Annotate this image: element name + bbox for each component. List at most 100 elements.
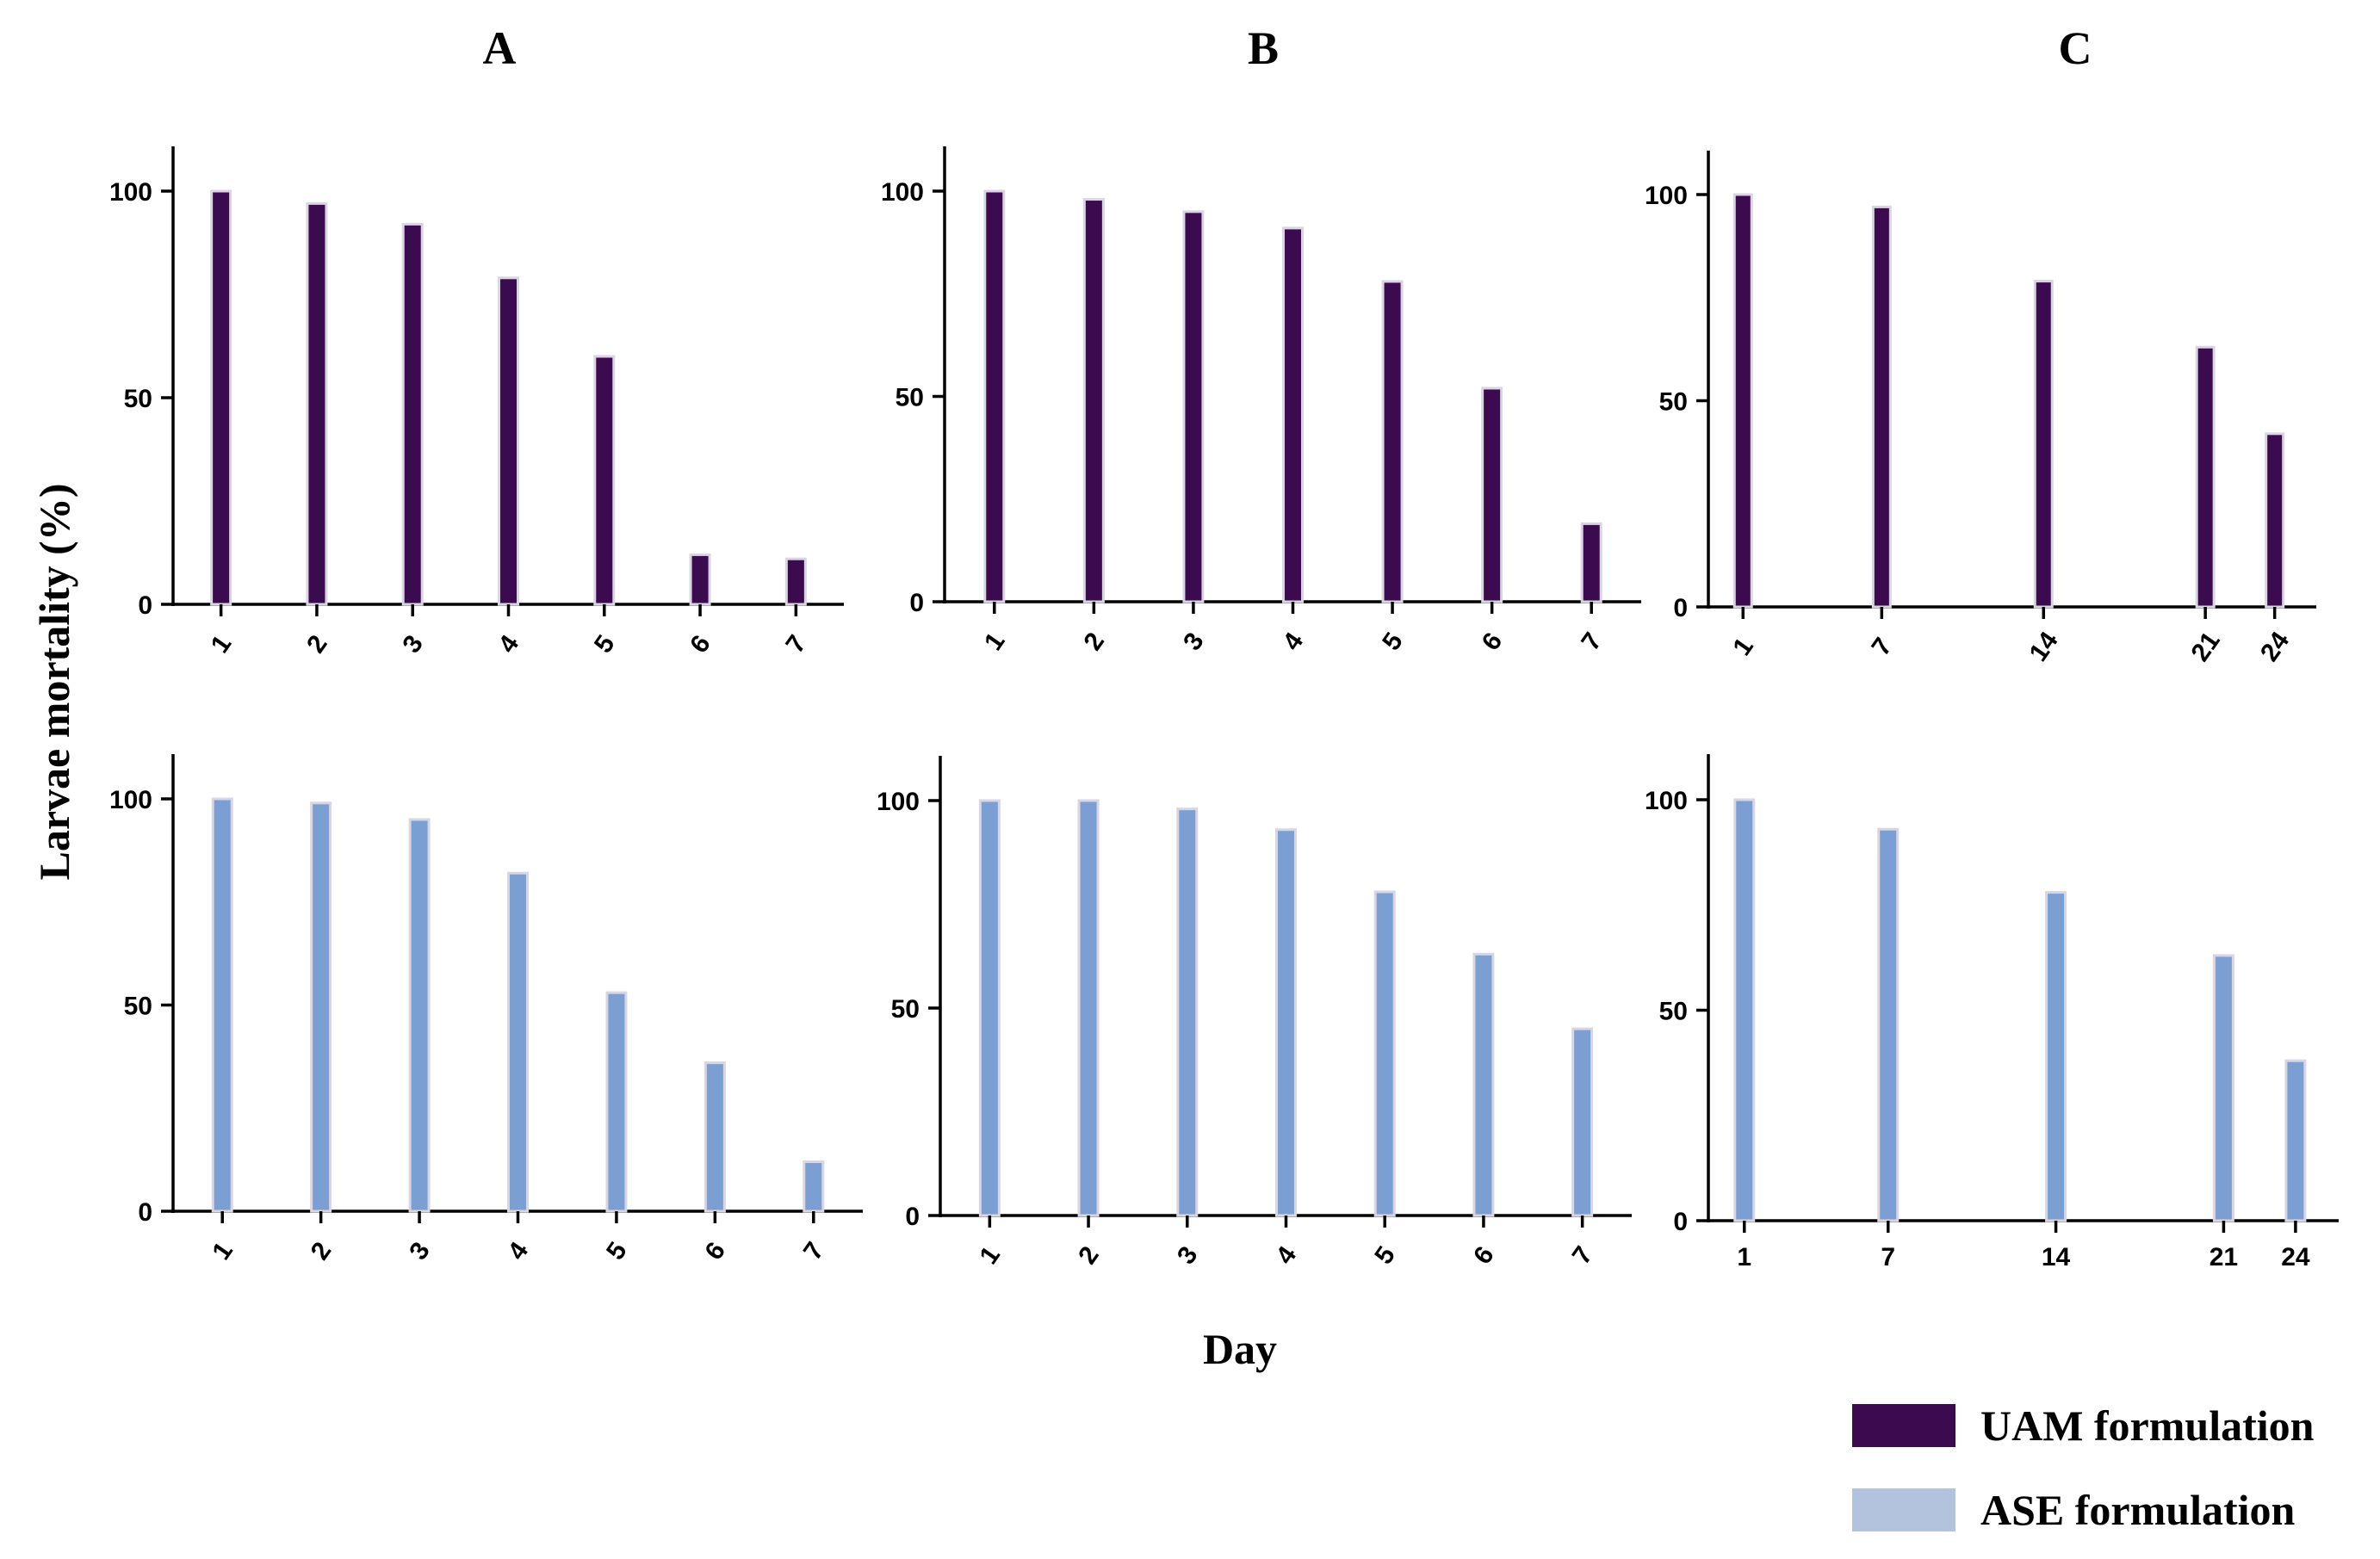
subplot-b-uam: 0 50 100 1 2 3 4 5 6 7: [881, 146, 1641, 656]
x-tick-label-a-ase: 4: [503, 1237, 535, 1265]
y-tick-label-a-uam: 50: [124, 385, 152, 413]
y-tick-label-a-ase: 50: [124, 993, 152, 1021]
x-tick-label-b-uam: 5: [1377, 628, 1409, 656]
bar-b-ase-day-1: [978, 799, 1001, 1217]
bar-c-ase-day-24: [2284, 1059, 2307, 1222]
bar-b-uam-day-6: [1481, 387, 1503, 603]
x-tick-label-c-ase: 7: [1881, 1243, 1895, 1271]
subplot-c-uam: 0 50 100 1 7 14 21 24: [1645, 151, 2316, 666]
bar-b-ase-day-2: [1077, 799, 1100, 1217]
y-tick-label-a-uam: 0: [138, 591, 152, 620]
bar-a-ase-day-7: [803, 1160, 825, 1213]
x-tick-label-b-uam: 3: [1178, 628, 1210, 656]
bar-a-uam-day-6: [689, 553, 711, 606]
bar-a-ase-day-3: [408, 818, 431, 1213]
y-tick-label-c-uam: 100: [1645, 182, 1688, 210]
y-tick-label-c-ase: 0: [1673, 1208, 1688, 1236]
bar-a-ase-day-1: [211, 797, 233, 1213]
y-tick-label-a-ase: 100: [109, 786, 152, 814]
x-tick-label-b-ase: 5: [1369, 1241, 1401, 1270]
y-tick-label-c-ase: 100: [1645, 787, 1688, 815]
x-tick-label-a-uam: 6: [685, 630, 716, 659]
x-tick-label-a-uam: 5: [589, 630, 621, 659]
y-tick-label-a-uam: 100: [109, 178, 152, 207]
bar-a-uam-day-3: [401, 222, 424, 606]
bar-c-ase-day-21: [2212, 954, 2234, 1222]
x-tick-label-b-uam: 7: [1576, 628, 1608, 656]
bar-c-uam-day-7: [1871, 205, 1892, 609]
y-tick-label-b-uam: 50: [896, 384, 924, 412]
y-tick-label-c-uam: 0: [1673, 594, 1688, 622]
x-tick-label-a-uam: 4: [493, 630, 525, 659]
subplot-a-uam: 0 50 100 1 2 3 4 5 6 7: [109, 146, 844, 659]
panel-letter-b: B: [1248, 22, 1279, 74]
x-tick-label-c-uam: 14: [2024, 627, 2064, 667]
bar-a-uam-day-4: [498, 276, 519, 606]
legend-label-ase: ASE formulation: [1980, 1486, 2296, 1534]
bar-b-ase-day-4: [1275, 828, 1297, 1217]
legend: UAM formulation ASE formulation: [1852, 1401, 2315, 1534]
bar-b-ase-day-5: [1373, 890, 1396, 1217]
legend-swatch-ase: [1852, 1488, 1955, 1531]
bar-b-uam-day-4: [1282, 226, 1304, 603]
bar-c-ase-day-7: [1877, 827, 1900, 1222]
y-tick-label-b-ase: 50: [891, 995, 920, 1024]
x-tick-label-c-uam: 7: [1866, 633, 1898, 661]
bar-b-uam-day-3: [1182, 210, 1205, 603]
bar-a-uam-day-7: [784, 557, 807, 606]
subplot-a-ase: 0 50 100 1 2 3 4 5 6 7: [109, 754, 863, 1265]
bar-a-uam-day-1: [210, 189, 232, 606]
bar-c-ase-day-1: [1733, 798, 1756, 1222]
x-tick-label-c-ase: 24: [2281, 1243, 2310, 1271]
x-tick-label-a-ase: 5: [601, 1237, 633, 1265]
x-tick-label-c-ase: 1: [1737, 1243, 1751, 1271]
x-axis-title: Day: [1203, 1325, 1277, 1373]
y-tick-label-b-uam: 100: [881, 178, 924, 207]
y-tick-label-b-ase: 100: [877, 788, 920, 816]
x-tick-label-a-ase: 2: [306, 1237, 338, 1265]
x-tick-label-c-uam: 24: [2255, 627, 2295, 667]
x-tick-label-a-ase: 1: [207, 1237, 239, 1265]
bar-a-uam-day-5: [593, 355, 616, 606]
bar-c-ase-day-14: [2045, 891, 2067, 1222]
x-tick-label-b-uam: 1: [979, 628, 1011, 656]
bar-b-ase-day-3: [1176, 807, 1199, 1217]
x-tick-label-a-ase: 3: [404, 1237, 436, 1265]
y-axis-title: Larvae mortality (%): [30, 484, 78, 881]
y-tick-label-c-ase: 50: [1659, 998, 1688, 1026]
x-tick-label-b-ase: 3: [1172, 1241, 1204, 1270]
x-tick-label-c-uam: 21: [2185, 627, 2225, 666]
x-tick-label-b-ase: 4: [1271, 1241, 1303, 1270]
bar-b-uam-day-2: [1082, 198, 1105, 603]
bar-b-uam-day-7: [1580, 522, 1602, 603]
bar-c-uam-day-1: [1732, 193, 1753, 609]
x-tick-label-b-uam: 4: [1278, 628, 1310, 656]
y-tick-label-a-ase: 0: [138, 1198, 152, 1227]
legend-swatch-uam: [1852, 1404, 1955, 1447]
bar-a-ase-day-2: [310, 801, 332, 1213]
bar-c-uam-day-21: [2195, 345, 2216, 609]
x-tick-label-b-uam: 6: [1477, 628, 1509, 656]
x-tick-label-b-ase: 6: [1468, 1241, 1500, 1270]
bar-a-ase-day-5: [605, 991, 628, 1213]
x-tick-label-a-ase: 7: [798, 1237, 830, 1265]
x-tick-label-b-ase: 2: [1073, 1241, 1105, 1270]
panel-letter-c: C: [2059, 22, 2092, 74]
y-tick-label-b-uam: 0: [909, 589, 924, 617]
bar-a-uam-day-2: [306, 201, 328, 606]
x-tick-label-c-ase: 21: [2210, 1243, 2238, 1271]
bar-b-ase-day-7: [1571, 1027, 1594, 1217]
x-tick-label-b-ase: 7: [1567, 1241, 1599, 1270]
bar-c-uam-day-24: [2265, 432, 2285, 609]
bar-c-uam-day-14: [2033, 280, 2054, 609]
bar-b-ase-day-6: [1472, 952, 1495, 1217]
x-tick-label-b-uam: 2: [1078, 628, 1110, 656]
y-tick-label-b-ase: 0: [905, 1203, 920, 1231]
subplot-b-ase: 0 50 100 1 2 3 4 5 6 7: [877, 756, 1632, 1270]
x-tick-label-a-uam: 3: [397, 630, 429, 659]
bar-b-uam-day-1: [983, 189, 1006, 603]
bar-a-ase-day-6: [703, 1061, 726, 1213]
legend-label-uam: UAM formulation: [1980, 1401, 2315, 1450]
panel-letter-a: A: [483, 22, 517, 74]
